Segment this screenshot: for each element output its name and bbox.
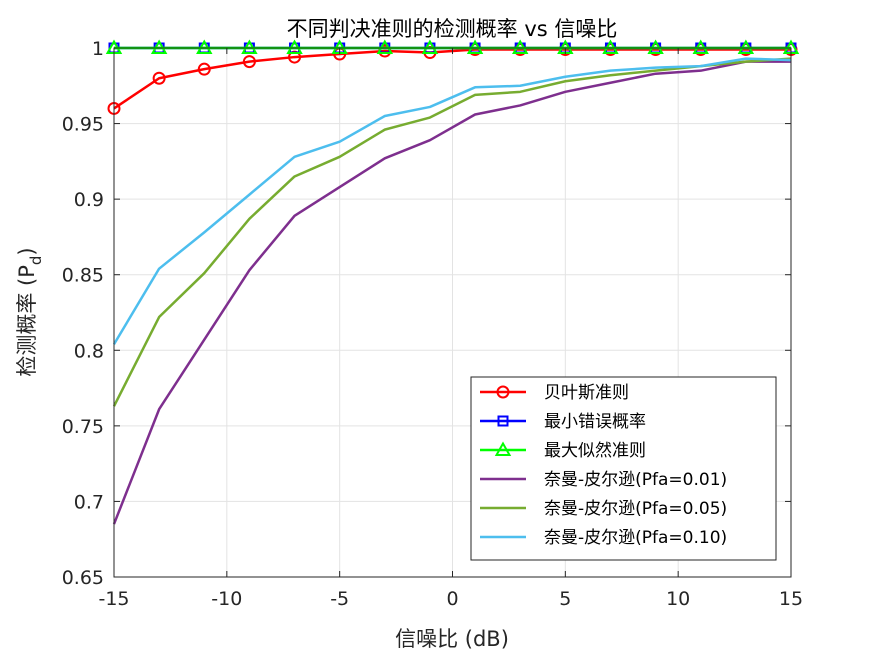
data-point: [242, 55, 256, 69]
legend-box: [470, 376, 777, 561]
data-point: [737, 39, 755, 54]
y-tick-label: 0.65: [62, 567, 104, 589]
legend-entry: 奈曼-皮尔逊(Pfa=0.01): [480, 470, 727, 490]
legend-entry: 最小错误概率: [480, 412, 646, 432]
y-tick-label: 1: [92, 38, 104, 60]
chart-title: 不同判决准则的检测概率 vs 信噪比: [287, 17, 618, 41]
data-point: [196, 39, 213, 54]
legend-entry: 奈曼-皮尔逊(Pfa=0.10): [480, 528, 727, 548]
legend-marker: [494, 441, 512, 456]
legend-entry: 奈曼-皮尔逊(Pfa=0.05): [480, 499, 727, 519]
y-axis-label-main: 检测概率 (P: [15, 265, 39, 377]
series-4: [112, 57, 792, 407]
x-tick-label: -5: [330, 588, 349, 610]
series-line: [112, 57, 792, 407]
legend-label: 最小错误概率: [544, 412, 646, 432]
legend-marker: [496, 385, 510, 399]
legend-entry: 贝叶斯准则: [480, 383, 629, 403]
series-line: [112, 57, 792, 345]
x-tick-label: 5: [559, 588, 571, 610]
y-tick-label: 0.85: [62, 265, 104, 287]
y-tick-label: 0.8: [74, 340, 104, 362]
y-tick-label: 0.7: [74, 491, 104, 513]
data-point: [286, 39, 303, 54]
data-point: [511, 39, 529, 54]
legend-label: 最大似然准则: [544, 441, 646, 461]
series-5: [112, 57, 792, 345]
ticks: -15 -10 -5 0 5 10 15 0.65 0.7 0.75 0.8 0.85 0.9 0.95 1: [62, 38, 803, 610]
data-point: [152, 71, 166, 85]
data-point: [376, 39, 394, 54]
data-point: [692, 39, 709, 54]
legend-label: 奈曼-皮尔逊(Pfa=0.05): [544, 499, 727, 519]
series-3: [112, 60, 791, 525]
x-tick-label: 0: [446, 588, 458, 610]
x-tick-label: -15: [98, 588, 129, 610]
y-tick-label: 0.9: [74, 189, 104, 211]
y-tick-label: 0.95: [62, 114, 104, 136]
data-point: [150, 39, 168, 54]
data-point: [466, 39, 484, 54]
data-point: [602, 39, 619, 54]
x-tick-label: -10: [211, 588, 242, 610]
data-point: [197, 62, 211, 76]
y-axis-label-close: ): [15, 247, 39, 255]
y-axis-label-subscript: d: [27, 256, 45, 266]
x-tick-label: 15: [779, 588, 803, 610]
y-tick-label: 0.75: [62, 416, 104, 438]
data-point: [647, 39, 664, 54]
legend-label: 奈曼-皮尔逊(Pfa=0.10): [544, 528, 727, 548]
legend-label: 贝叶斯准则: [544, 383, 629, 403]
data-point: [421, 39, 439, 54]
x-tick-label: 10: [666, 588, 690, 610]
legend-label: 奈曼-皮尔逊(Pfa=0.01): [544, 470, 727, 490]
data-point: [241, 39, 258, 54]
series-line: [112, 60, 791, 525]
legend-entry: 最大似然准则: [480, 441, 646, 461]
x-axis-label: 信噪比 (dB): [395, 627, 509, 651]
legend-marker: [497, 415, 509, 427]
y-axis-label: 检测概率 (Pd): [15, 247, 45, 376]
